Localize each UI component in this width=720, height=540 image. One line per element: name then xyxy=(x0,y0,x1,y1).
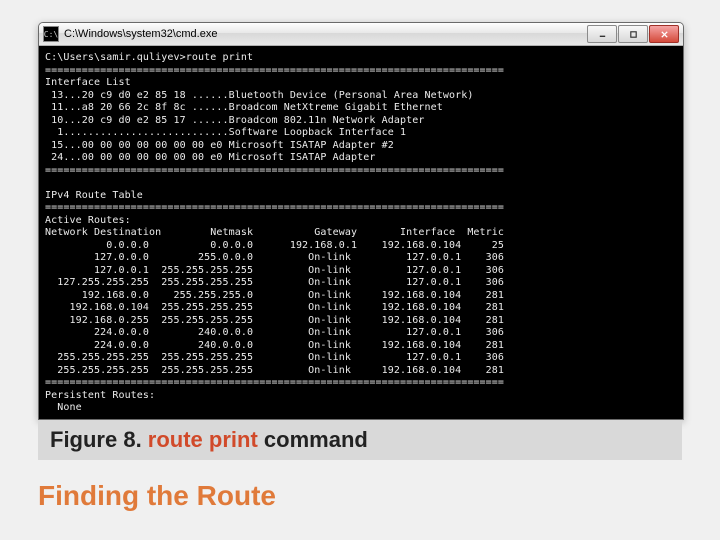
close-icon xyxy=(660,30,669,39)
console-output: C:\Users\samir.quliyev>route print =====… xyxy=(39,46,683,420)
cmd-window: C:\ C:\Windows\system32\cmd.exe C:\Users… xyxy=(38,22,684,420)
window-buttons xyxy=(586,25,679,43)
caption-prefix: Figure 8. xyxy=(50,427,148,452)
caption-highlight: route print xyxy=(148,427,258,452)
caption-suffix: command xyxy=(258,427,368,452)
slide: C:\ C:\Windows\system32\cmd.exe C:\Users… xyxy=(0,0,720,540)
close-button[interactable] xyxy=(649,25,679,43)
minimize-icon xyxy=(598,30,607,39)
maximize-icon xyxy=(629,30,638,39)
caption-bar: Figure 8. route print command xyxy=(38,420,682,460)
cmd-icon: C:\ xyxy=(43,26,59,42)
figure-caption: Figure 8. route print command xyxy=(50,427,368,453)
maximize-button[interactable] xyxy=(618,25,648,43)
minimize-button[interactable] xyxy=(587,25,617,43)
window-title: C:\Windows\system32\cmd.exe xyxy=(64,28,217,40)
footer-title: Finding the Route xyxy=(38,480,276,512)
titlebar[interactable]: C:\ C:\Windows\system32\cmd.exe xyxy=(39,23,683,46)
